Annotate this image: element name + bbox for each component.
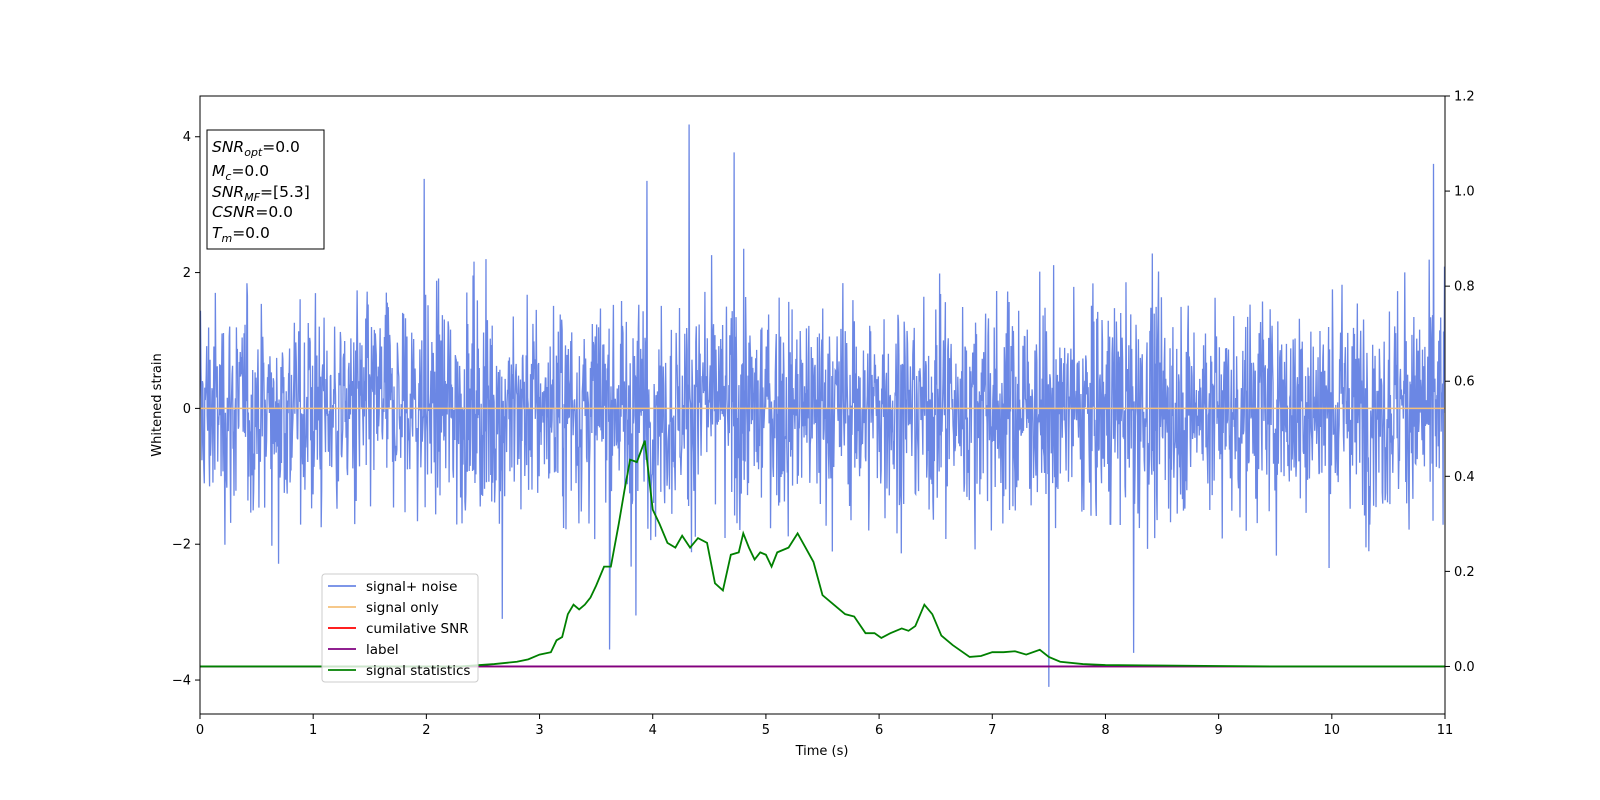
info-subscript: m <box>221 232 232 245</box>
y-axis-left: −4 −2 0 2 4 <box>172 130 200 689</box>
y2-tick-label: 0.2 <box>1454 565 1475 580</box>
info-value: =[5.3] <box>260 183 310 201</box>
y2-tick-label: 1.0 <box>1454 185 1475 200</box>
info-line-mc: Mc=0.0 <box>212 162 269 183</box>
info-box-frame <box>206 129 325 250</box>
info-line-snropt: SNRopt=0.0 <box>212 138 300 159</box>
x-tick-label: 2 <box>422 723 430 738</box>
x-axis: 0 1 2 3 4 5 6 7 8 9 10 11 <box>196 714 1453 738</box>
y2-tick-label: 0.6 <box>1454 375 1475 390</box>
info-value: =0.0 <box>231 162 269 180</box>
y-tick-label: −4 <box>172 674 191 689</box>
info-base: T <box>212 224 223 242</box>
legend-label-signal-noise: signal+ noise <box>366 579 457 595</box>
info-line-snrmf: SNRMF=[5.3] <box>212 183 310 204</box>
series-signal-statistics-line <box>200 440 1445 668</box>
info-box: SNRopt=0.0Mc=0.0SNRMF=[5.3]CSNR=0.0Tm=0.… <box>206 129 325 250</box>
y-tick-label: 4 <box>183 130 191 145</box>
x-tick-label: 3 <box>535 723 543 738</box>
info-value: =0.0 <box>232 224 270 242</box>
y-tick-label: −2 <box>172 538 191 553</box>
info-base: SNR <box>212 183 244 201</box>
y-axis-right: 0.0 0.2 0.4 0.6 0.8 1.0 1.2 <box>1445 90 1475 675</box>
info-base: M <box>212 162 225 180</box>
x-tick-label: 1 <box>309 723 317 738</box>
y-axis-label: Whitened strain <box>150 353 165 456</box>
y2-tick-label: 0.8 <box>1454 280 1475 295</box>
info-subscript: MF <box>244 191 260 204</box>
x-tick-label: 5 <box>762 723 770 738</box>
x-axis-label: Time (s) <box>795 744 849 759</box>
plot-frame <box>199 95 1446 715</box>
x-tick-label: 7 <box>988 723 996 738</box>
x-tick-label: 6 <box>875 723 883 738</box>
x-tick-label: 11 <box>1437 723 1454 738</box>
x-tick-label: 8 <box>1101 723 1109 738</box>
info-line-csnr: CSNR=0.0 <box>212 203 293 221</box>
info-subscript: c <box>225 170 231 183</box>
info-base: SNR <box>212 138 244 156</box>
x-tick-label: 10 <box>1324 723 1341 738</box>
legend-label-label: label <box>366 642 399 658</box>
y2-tick-label: 0.0 <box>1454 660 1475 675</box>
legend: signal+ noise signal only cumilative SNR la… <box>321 573 479 683</box>
legend-frame <box>321 573 479 683</box>
info-value: =0.0 <box>255 203 293 221</box>
info-base: CSNR <box>212 203 255 221</box>
legend-label-signal-statistics: signal statistics <box>366 663 470 679</box>
x-tick-label: 0 <box>196 723 204 738</box>
series-signal-noise-line <box>200 124 1445 687</box>
legend-label-cumilative-snr: cumilative SNR <box>366 621 469 637</box>
y2-tick-label: 0.4 <box>1454 470 1475 485</box>
x-tick-label: 9 <box>1214 723 1222 738</box>
info-value: =0.0 <box>262 138 300 156</box>
x-tick-label: 4 <box>649 723 657 738</box>
y2-tick-label: 1.2 <box>1454 90 1475 105</box>
y-tick-label: 0 <box>183 402 191 417</box>
info-subscript: opt <box>244 146 263 159</box>
info-line-tm: Tm=0.0 <box>212 224 270 245</box>
y-tick-label: 2 <box>183 266 191 281</box>
legend-label-signal-only: signal only <box>366 600 439 616</box>
